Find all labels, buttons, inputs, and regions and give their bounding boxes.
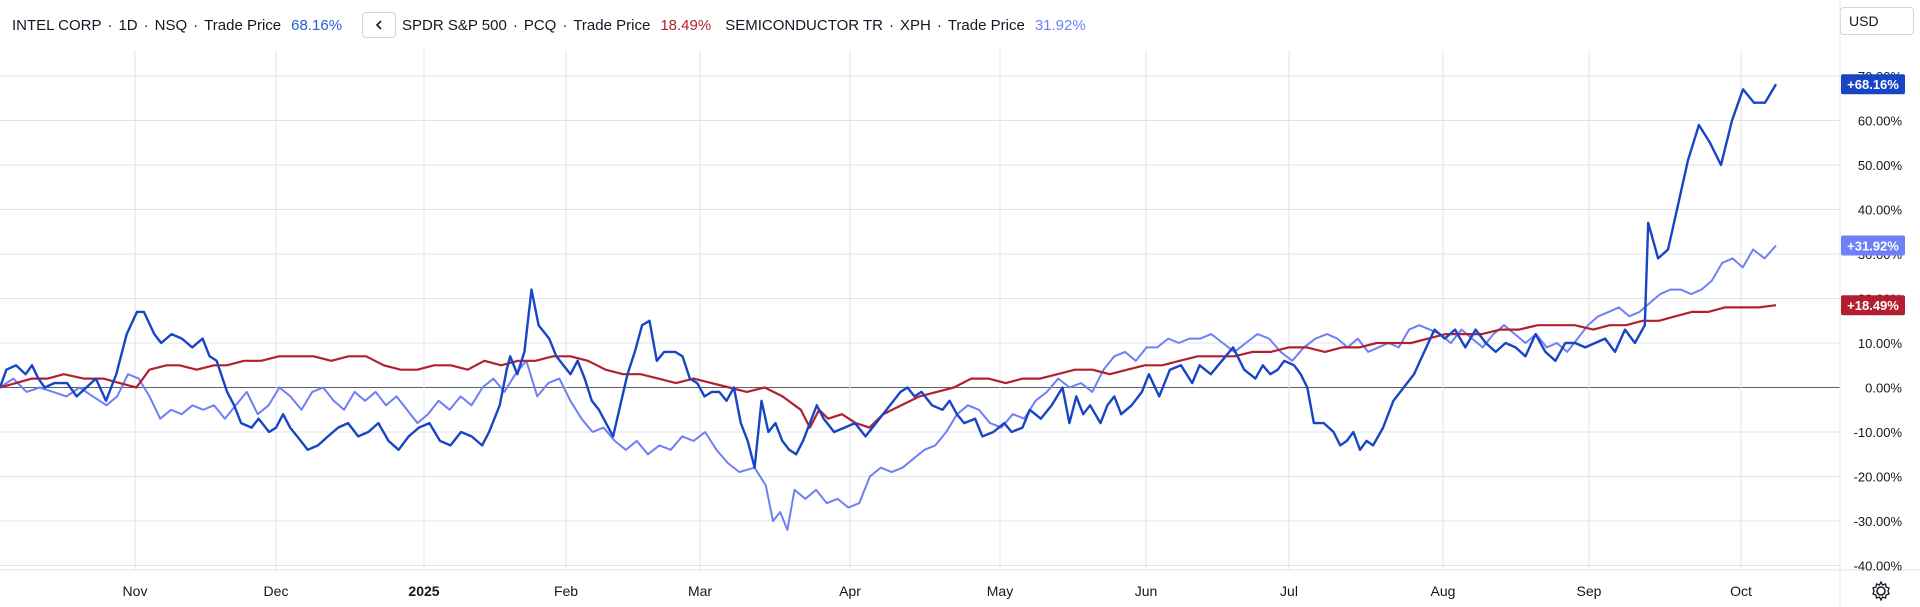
x-tick-label: Jun: [1135, 583, 1158, 599]
chevron-left-icon: [375, 20, 382, 30]
legend-spdr-change: 18.49%: [660, 16, 712, 34]
gear-icon[interactable]: [1870, 580, 1892, 602]
legend-semi-name: SEMICONDUCTOR TR: [725, 16, 883, 34]
x-tick-label: Dec: [264, 583, 289, 599]
legend-semi-exchange: XPH: [899, 16, 931, 34]
badge-label: +31.92%: [1847, 238, 1899, 253]
y-tick-label: -10.00%: [1854, 425, 1903, 440]
x-tick-label: 2025: [408, 583, 439, 599]
series-line-intel[interactable]: [0, 83, 1778, 469]
currency-select[interactable]: USD: [1840, 7, 1914, 35]
legend-intel[interactable]: INTEL CORP · 1D · NSQ · Trade Price 68.1…: [12, 17, 342, 34]
x-tick-label: Mar: [688, 583, 712, 599]
legend-separator: ·: [193, 16, 199, 34]
badge-label: +68.16%: [1847, 77, 1899, 92]
y-tick-label: -30.00%: [1854, 514, 1903, 529]
y-tick-label: 40.00%: [1858, 203, 1903, 218]
x-tick-label: Apr: [839, 583, 861, 599]
legend-intel-field: Trade Price: [204, 16, 282, 34]
x-tick-label: Aug: [1431, 583, 1456, 599]
legend-separator: ·: [512, 16, 518, 34]
legend-separator: ·: [562, 16, 568, 34]
y-tick-label: 10.00%: [1858, 336, 1903, 351]
last-value-badge-spdr: +18.49%: [1841, 295, 1905, 316]
x-tick-label: Oct: [1730, 583, 1752, 599]
legend-intel-exchange: NSQ: [154, 16, 188, 34]
y-tick-label: -40.00%: [1854, 559, 1903, 574]
last-value-badge-semi: +31.92%: [1841, 235, 1905, 256]
y-axis: 70.00%60.00%50.00%40.00%30.00%20.00%10.0…: [1854, 69, 1903, 574]
x-tick-label: Nov: [123, 583, 148, 599]
legend-intel-name: INTEL CORP: [12, 16, 102, 34]
y-tick-label: 50.00%: [1858, 158, 1903, 173]
badge-background: [1841, 74, 1905, 95]
legend-spdr-exchange: PCQ: [523, 16, 557, 34]
x-tick-label: May: [987, 583, 1013, 599]
y-tick-label: 60.00%: [1858, 114, 1903, 129]
chart-legend: INTEL CORP · 1D · NSQ · Trade Price 68.1…: [0, 0, 1086, 50]
last-value-badge-intel: +68.16%: [1841, 74, 1905, 95]
legend-intel-change: 68.16%: [291, 16, 343, 34]
legend-semi-field: Trade Price: [947, 16, 1025, 34]
legend-separator: ·: [888, 16, 894, 34]
y-tick-label: -20.00%: [1854, 470, 1903, 485]
badge-background: [1841, 235, 1905, 256]
badge-label: +18.49%: [1847, 298, 1899, 313]
legend-intel-interval: 1D: [118, 16, 138, 34]
legend-collapse-button[interactable]: [362, 12, 397, 38]
x-axis: Nov Dec 2025 Feb Mar Apr May Jun Jul Aug Sep Oct: [123, 583, 1752, 599]
legend-spdr[interactable]: SPDR S&P 500 · PCQ · Trade Price 18.49%: [402, 17, 711, 34]
x-tick-label: Feb: [554, 583, 578, 599]
badge-background: [1841, 295, 1905, 316]
series-layer: [0, 83, 1778, 531]
x-tick-label: Jul: [1280, 583, 1298, 599]
legend-spdr-field: Trade Price: [573, 16, 651, 34]
legend-separator: ·: [936, 16, 942, 34]
legend-semi-change: 31.92%: [1034, 16, 1086, 34]
legend-separator: ·: [107, 16, 113, 34]
legend-separator: ·: [143, 16, 149, 34]
legend-semi[interactable]: SEMICONDUCTOR TR · XPH · Trade Price 31.…: [725, 17, 1086, 34]
x-tick-label: Sep: [1577, 583, 1602, 599]
y-tick-label: 0.00%: [1865, 381, 1902, 396]
last-value-badges: +68.16% +18.49% +31.92%: [1841, 74, 1905, 316]
legend-spdr-name: SPDR S&P 500: [402, 16, 507, 34]
series-line-semi[interactable]: [0, 244, 1777, 531]
